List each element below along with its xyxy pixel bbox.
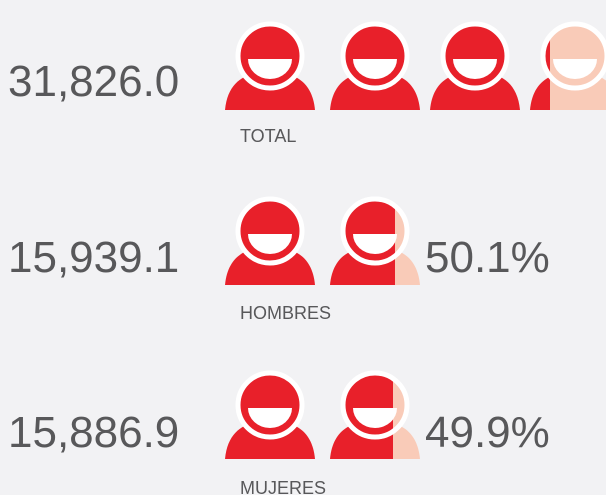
women-value: 15,886.9 bbox=[8, 408, 179, 457]
person-icon bbox=[430, 24, 520, 110]
total-value: 31,826.0 bbox=[8, 57, 179, 106]
women-label: MUJERES bbox=[240, 478, 326, 495]
men-percent: 50.1% bbox=[425, 233, 550, 282]
person-icon bbox=[225, 24, 315, 110]
person-icon-partial bbox=[530, 24, 606, 110]
men-label: HOMBRES bbox=[240, 303, 331, 323]
person-icon bbox=[330, 24, 420, 110]
women-percent: 49.9% bbox=[425, 408, 550, 457]
person-icon-partial bbox=[330, 199, 420, 285]
person-icon bbox=[225, 373, 315, 459]
men-value: 15,939.1 bbox=[8, 233, 179, 282]
total-label: TOTAL bbox=[240, 126, 296, 146]
person-icon bbox=[225, 199, 315, 285]
person-icon-partial bbox=[330, 373, 420, 459]
